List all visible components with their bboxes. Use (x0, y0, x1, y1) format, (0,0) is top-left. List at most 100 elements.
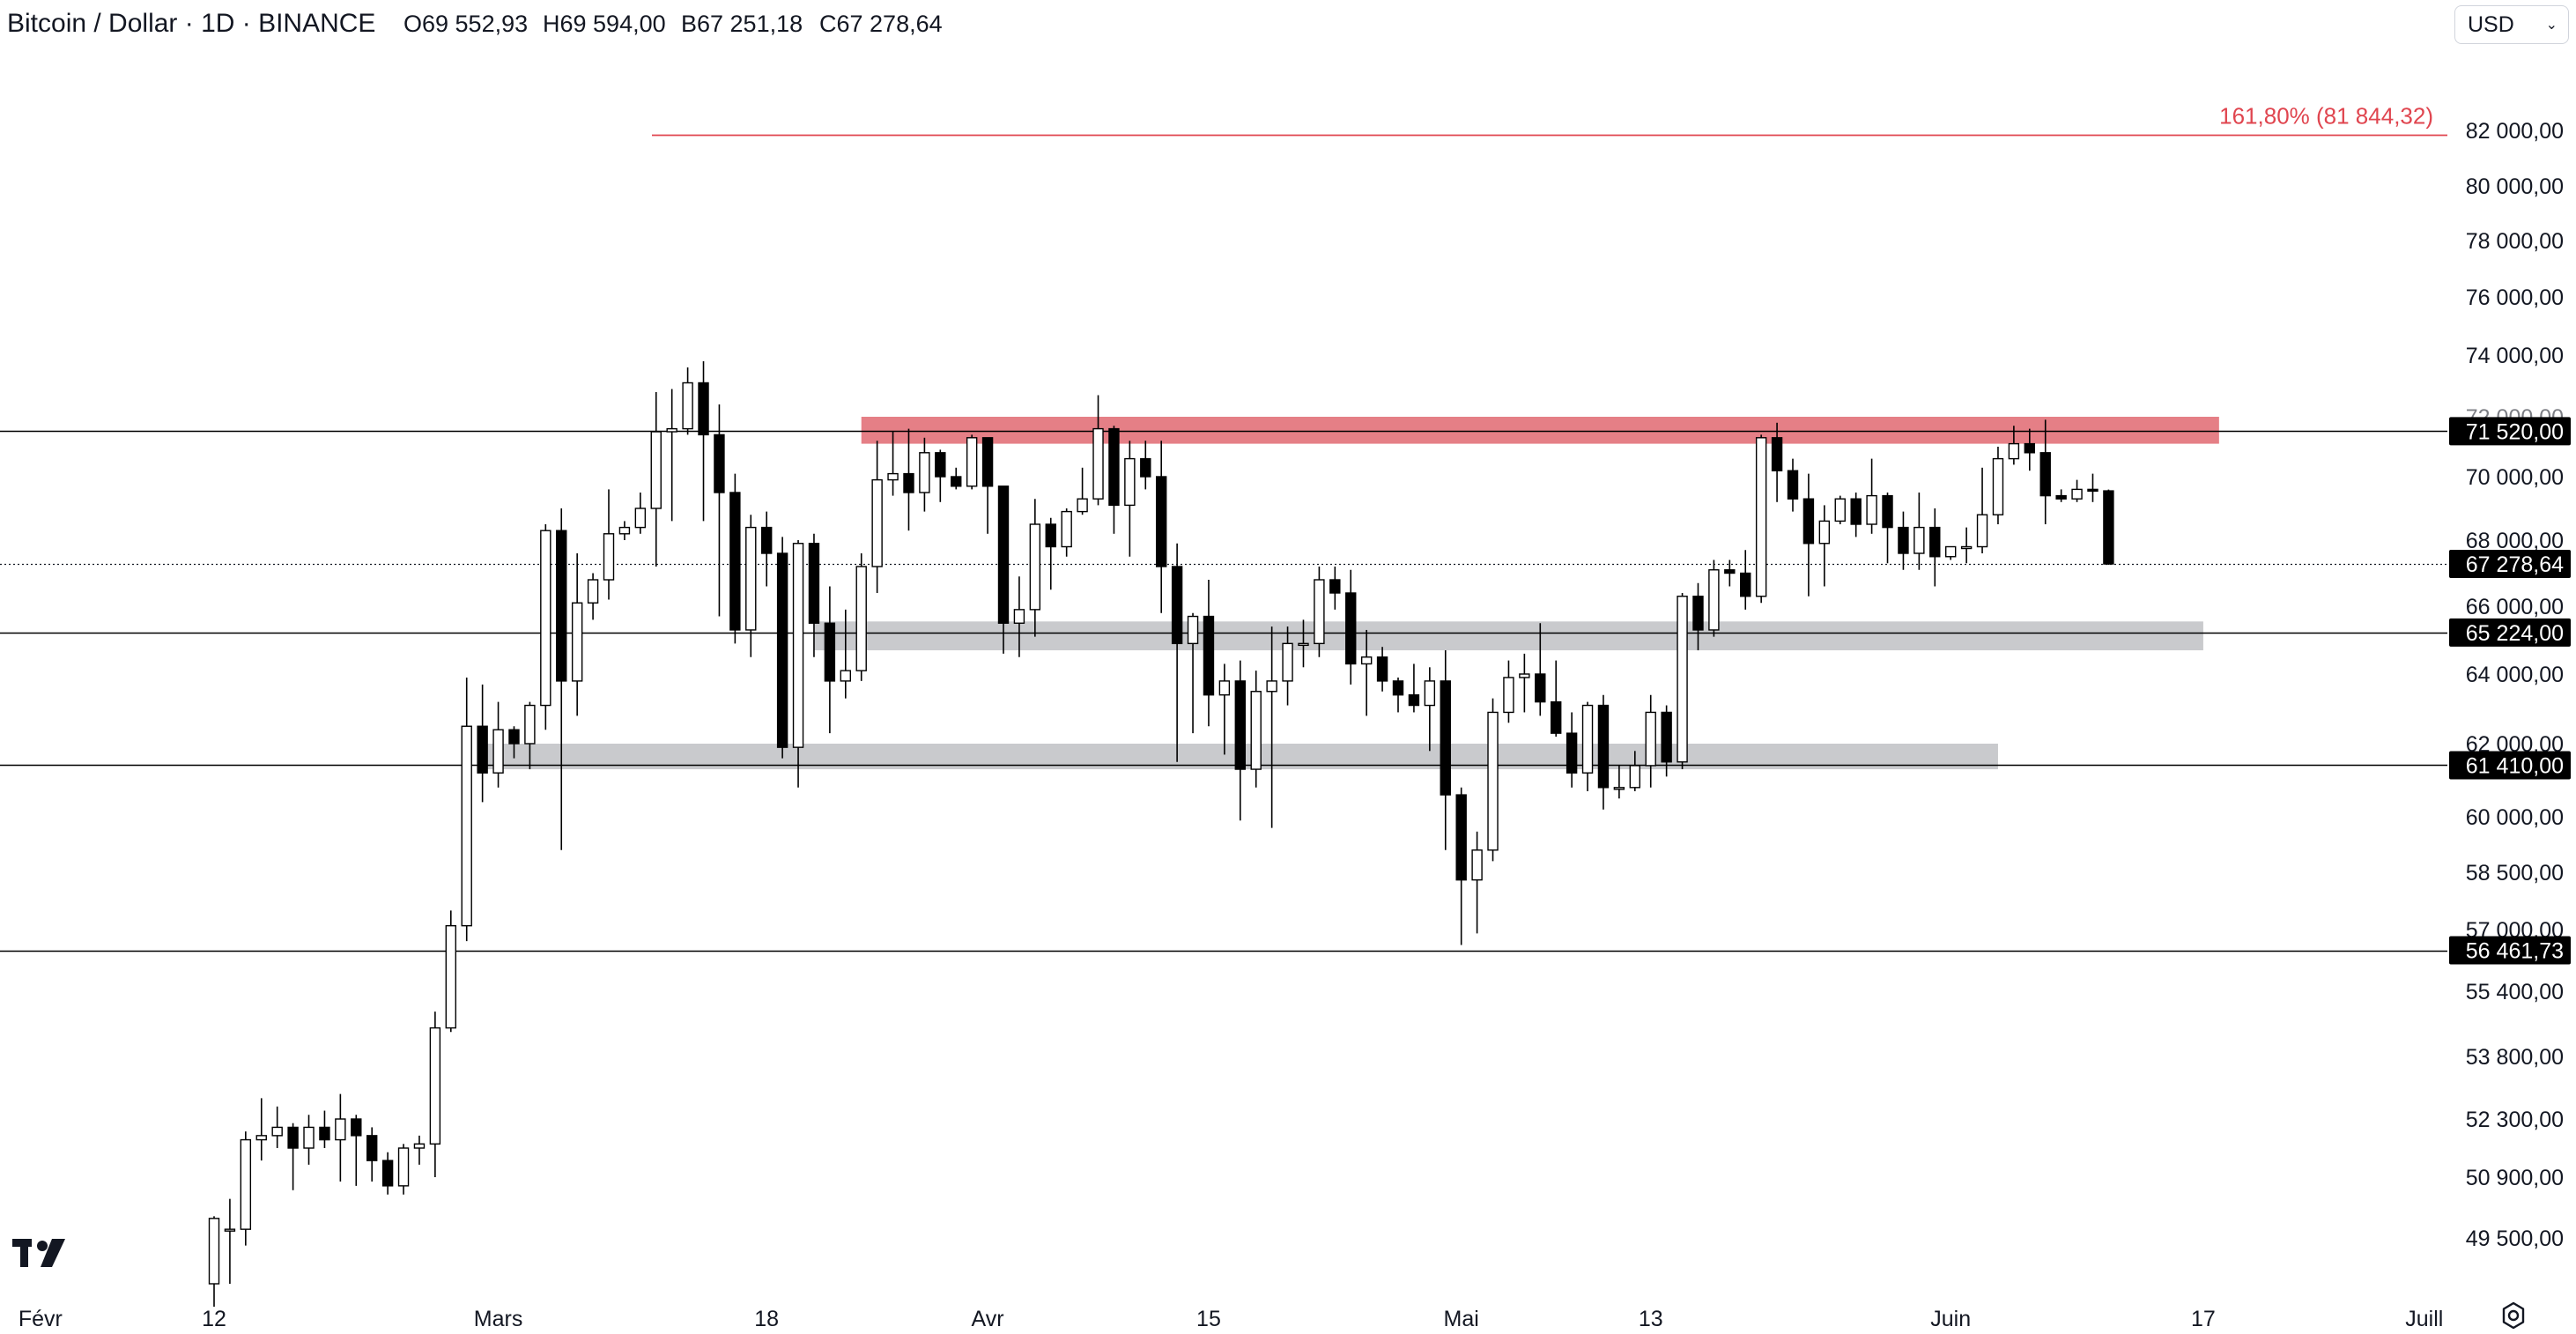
candle-body (966, 437, 978, 487)
candle-body (255, 1135, 267, 1141)
candle-body (2008, 442, 2020, 460)
candle-body (1960, 545, 1973, 550)
candle (682, 367, 693, 435)
candle (429, 1012, 441, 1177)
currency-select[interactable]: USD ⌄ (2454, 5, 2569, 44)
candle-body (1944, 545, 1957, 558)
candle-body (303, 1126, 315, 1149)
candle-body (1250, 691, 1262, 770)
candle-body (650, 431, 662, 509)
candle-body (1266, 680, 1277, 693)
candle-body (1282, 642, 1293, 682)
candle (1013, 576, 1025, 657)
candle-body (1360, 656, 1373, 665)
price-axis[interactable]: 82 000,00 80 000,00 78 000,00 76 000,00 74 0… (2466, 119, 2564, 1251)
candle-body (2039, 452, 2051, 497)
tradingview-logo[interactable] (12, 1239, 65, 1267)
candle-body (1471, 849, 1483, 881)
price-tick-label: 64 000,00 (2466, 663, 2564, 687)
candle-body (208, 1218, 220, 1285)
candle (335, 1093, 346, 1182)
candle (1171, 543, 1183, 762)
candle (951, 467, 962, 490)
candle (1866, 458, 1877, 534)
level-price-tag-label: 56 461,73 (2466, 939, 2564, 964)
candle-body (477, 725, 488, 774)
price-tags-layer: 71 520,00 65 224,00 61 410,00 56 461,73 67 2… (2449, 417, 2571, 965)
candle (1314, 567, 1325, 657)
candle-body (1187, 615, 1199, 645)
candle (2103, 489, 2114, 566)
candle-body (1408, 694, 1420, 707)
candle-body (1234, 680, 1247, 770)
candle (2039, 419, 2051, 524)
candle (1535, 623, 1546, 716)
candle-body (855, 566, 867, 671)
candle (871, 441, 883, 593)
candle (1392, 677, 1404, 713)
candle (935, 449, 946, 502)
candle-body (603, 533, 615, 581)
candle-body (1818, 520, 1831, 545)
candle (1298, 619, 1309, 668)
candle (1029, 499, 1041, 637)
candle-body (271, 1126, 283, 1137)
price-tick-label: 76 000,00 (2466, 285, 2564, 310)
candle-body (682, 382, 693, 430)
candle (1376, 647, 1388, 692)
resistance-zone (861, 417, 2219, 444)
time-axis[interactable]: Févr12Mars18Avr15Mai13Juin17Juill15 (19, 1307, 2576, 1331)
candle (1250, 671, 1262, 788)
candle-body (840, 670, 851, 682)
candle-body (1314, 579, 1325, 645)
candle-body (1992, 457, 2004, 515)
last-price-tag-label: 67 278,64 (2466, 552, 2564, 577)
last-price-tag-bg (2449, 550, 2571, 579)
candle-body (287, 1126, 299, 1149)
candle (997, 485, 1010, 654)
candle-body (997, 485, 1010, 624)
candle-body (1455, 794, 1467, 881)
candle-body (1503, 677, 1514, 714)
level-price-tag: 56 461,73 (2449, 936, 2571, 965)
candle-body (1218, 680, 1231, 696)
ohlc-open: O69 552,93 (403, 11, 528, 37)
candle (1408, 663, 1420, 713)
symbol-title[interactable]: Bitcoin / Dollar · 1D · BINANCE (7, 9, 375, 38)
candle-body (1298, 642, 1309, 647)
candle (919, 437, 930, 512)
candle-body (1124, 457, 1136, 507)
candle-body (935, 452, 946, 478)
settings-icon[interactable] (2498, 1301, 2528, 1330)
candle-body (618, 526, 631, 535)
candle (540, 524, 551, 730)
candle (508, 726, 520, 759)
candle (1455, 787, 1467, 945)
candle (808, 533, 820, 657)
candle-body (524, 704, 536, 745)
level-price-tag-label: 65 224,00 (2466, 621, 2564, 646)
candle (1424, 667, 1436, 752)
candle (966, 434, 978, 490)
last-price-tag: 67 278,64 (2449, 550, 2571, 579)
candle (1740, 550, 1751, 610)
candle (903, 428, 914, 531)
candle-body (698, 382, 709, 436)
time-tick-label: 18 (754, 1307, 779, 1331)
candle (855, 553, 867, 681)
candle-body (319, 1126, 330, 1141)
candle-body (2071, 488, 2083, 500)
candle-body (335, 1118, 346, 1141)
candle (1503, 660, 1514, 723)
candle (729, 473, 741, 644)
candle-body (1802, 498, 1815, 545)
candle-body (492, 729, 504, 774)
candle-body (1898, 526, 1909, 554)
time-tick-label: 12 (202, 1307, 226, 1331)
candle (1692, 582, 1704, 651)
candle (1645, 694, 1656, 788)
candle (477, 684, 488, 803)
candle-body (745, 526, 757, 631)
candle-body (2055, 494, 2067, 500)
